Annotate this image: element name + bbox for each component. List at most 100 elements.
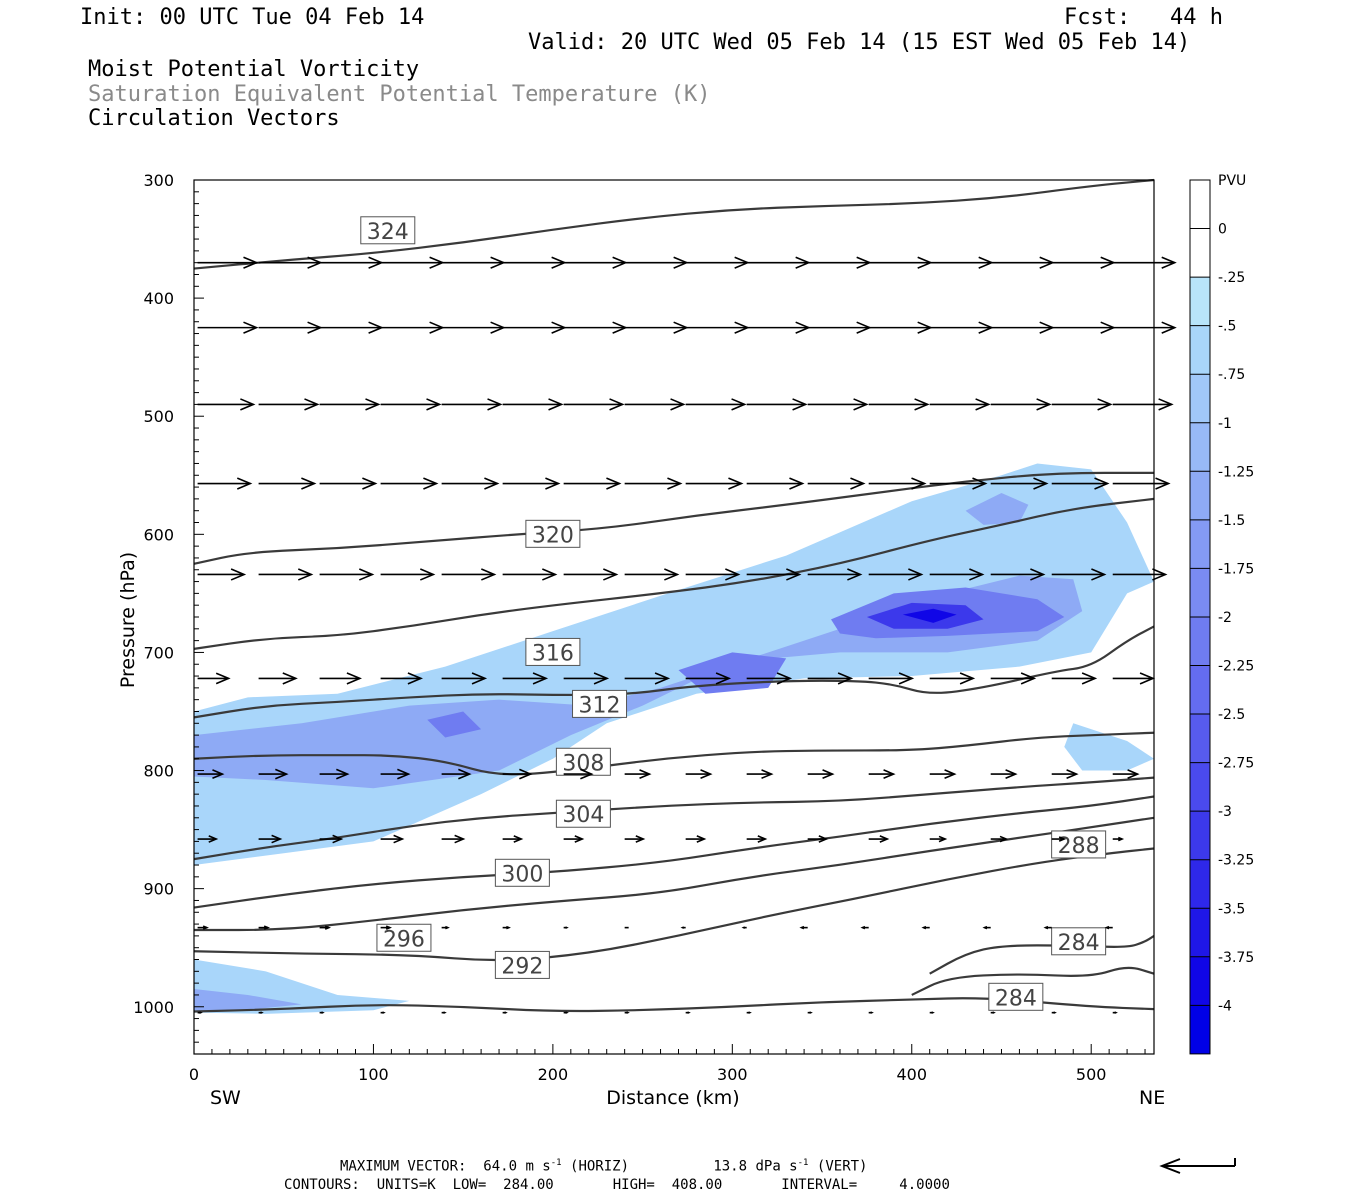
theta-label-box-4: [555, 747, 611, 776]
vector-7-13: [990, 835, 1009, 843]
vector-3-4: [441, 477, 500, 490]
colorbar-label-7: -1.75: [1218, 561, 1254, 577]
vector-2-2: [319, 398, 381, 411]
vector-3-5: [502, 477, 561, 490]
vector-7-2: [319, 834, 344, 844]
vector-6-14: [1051, 769, 1079, 779]
y-tick-label-300: 300: [143, 171, 174, 190]
vector-7-10: [807, 835, 829, 843]
reference-vector: [1159, 1158, 1236, 1174]
theta-label-316: 316: [532, 641, 574, 666]
vector-3-2: [319, 477, 378, 490]
mpv-region-8: [427, 711, 482, 738]
vector-6-0: [197, 769, 225, 779]
colorbar-label-2: -.5: [1218, 319, 1236, 335]
theta-contour-300: [193, 795, 1155, 909]
vector-2-0: [197, 398, 256, 411]
vector-9-13: [990, 1011, 996, 1014]
max-vert-unit: (VERT): [816, 1158, 868, 1175]
footer-max-vector: MAXIMUM VECTOR: 64.0 m s-1 (HORIZ) 13.8 …: [340, 1158, 868, 1175]
max-horiz-value: 64.0 m s: [483, 1158, 551, 1175]
field-title-mpv: Moist Potential Vorticity: [88, 57, 420, 82]
colorbar-swatch-14: [1190, 859, 1210, 909]
vector-8-5: [502, 925, 511, 930]
vector-9-1: [258, 1011, 264, 1014]
vector-1-4: [441, 321, 506, 334]
vector-1-7: [624, 321, 689, 334]
vector-2-10: [807, 398, 869, 411]
colorbar-label-15: -3.75: [1218, 950, 1254, 966]
colorbar-label-4: -1: [1218, 416, 1232, 432]
colorbar-label-9: -2.25: [1218, 659, 1254, 675]
vector-6-9: [746, 769, 774, 779]
colorbar-swatch-6: [1190, 471, 1210, 520]
max-horiz-unit: (HORIZ): [570, 1158, 630, 1175]
colorbar-swatch-12: [1190, 762, 1210, 812]
vector-5-14: [1051, 672, 1098, 685]
theta-label-320: 320: [532, 523, 574, 548]
vector-1-3: [380, 321, 445, 334]
vector-9-9: [746, 1011, 752, 1014]
mpv-region-2: [1064, 723, 1154, 771]
theta-label-box-3: [572, 689, 628, 718]
vector-6-13: [990, 769, 1018, 779]
vector-1-0: [197, 321, 259, 334]
colorbar-label-14: -3.5: [1218, 901, 1245, 917]
colorbar-swatch-15: [1190, 908, 1210, 957]
mpv-region-5: [194, 989, 302, 1012]
theta-label-box-0: [360, 216, 416, 245]
theta-label-300: 300: [501, 862, 543, 887]
vector-0-10: [807, 256, 872, 269]
vector-0-12: [929, 256, 994, 269]
theta-label-box-6: [494, 858, 550, 887]
theta-contour-308: [193, 731, 1155, 776]
colorbar-swatch-11: [1190, 714, 1210, 763]
colorbar-label-12: -3: [1218, 804, 1232, 820]
theta-contour-layer: 324 320 316 312 308 304 300 296 292 288 284 284: [193, 178, 1155, 1013]
vector-0-6: [563, 256, 628, 269]
valid-time: Valid: 20 UTC Wed 05 Feb 14 (15 EST Wed …: [528, 30, 1191, 55]
vector-0-13: [990, 256, 1055, 269]
vector-4-8: [685, 568, 741, 581]
vector-8-1: [258, 925, 270, 930]
theta-contour-312: [193, 625, 1155, 719]
theta-label-box-1: [525, 519, 581, 548]
vector-1-2: [319, 321, 384, 334]
field-title-vectors: Circulation Vectors: [88, 106, 340, 131]
vector-4-9: [746, 568, 802, 581]
vector-7-3: [380, 834, 405, 844]
vector-8-0: [197, 925, 209, 930]
x-tick-label-200: 200: [538, 1065, 569, 1084]
vector-5-4: [441, 672, 488, 685]
vector-9-7: [624, 1011, 630, 1014]
forecast-hour: Fcst: 44 h: [1064, 5, 1223, 30]
colorbar-label-3: -.75: [1218, 367, 1245, 383]
colorbar-swatch-13: [1190, 811, 1210, 860]
vector-6-4: [441, 768, 472, 780]
sw-end-label: SW: [210, 1087, 241, 1109]
vector-5-5: [502, 672, 549, 685]
vector-6-6: [563, 768, 594, 780]
vector-6-2: [319, 768, 350, 780]
vector-0-2: [319, 256, 384, 269]
vector-5-12: [929, 672, 976, 685]
vector-7-8: [685, 835, 707, 843]
colorbar: PVU 0 -.25 -.5 -.75 -1 -1.25 -1.5 -1.75 -2 -2.25 -2…: [1189, 173, 1254, 1055]
colorbar-swatch-17: [1190, 1005, 1210, 1054]
vector-5-11: [868, 672, 915, 685]
x-tick-label-400: 400: [896, 1065, 927, 1084]
vector-9-15: [1112, 1011, 1118, 1014]
vector-2-14: [1051, 398, 1113, 411]
colorbar-swatch-5: [1190, 422, 1210, 472]
vector-4-6: [563, 568, 619, 581]
vector-1-12: [929, 321, 994, 334]
colorbar-swatch-1: [1190, 228, 1210, 278]
y-tick-label-700: 700: [143, 643, 174, 662]
vector-8-3: [380, 925, 392, 930]
vector-8-12: [921, 925, 930, 930]
theta-contour-288: [193, 997, 1155, 1013]
vector-1-10: [807, 321, 872, 334]
y-tick-label-600: 600: [143, 525, 174, 544]
theta-label-308: 308: [562, 751, 604, 776]
vector-4-12: [929, 568, 985, 581]
